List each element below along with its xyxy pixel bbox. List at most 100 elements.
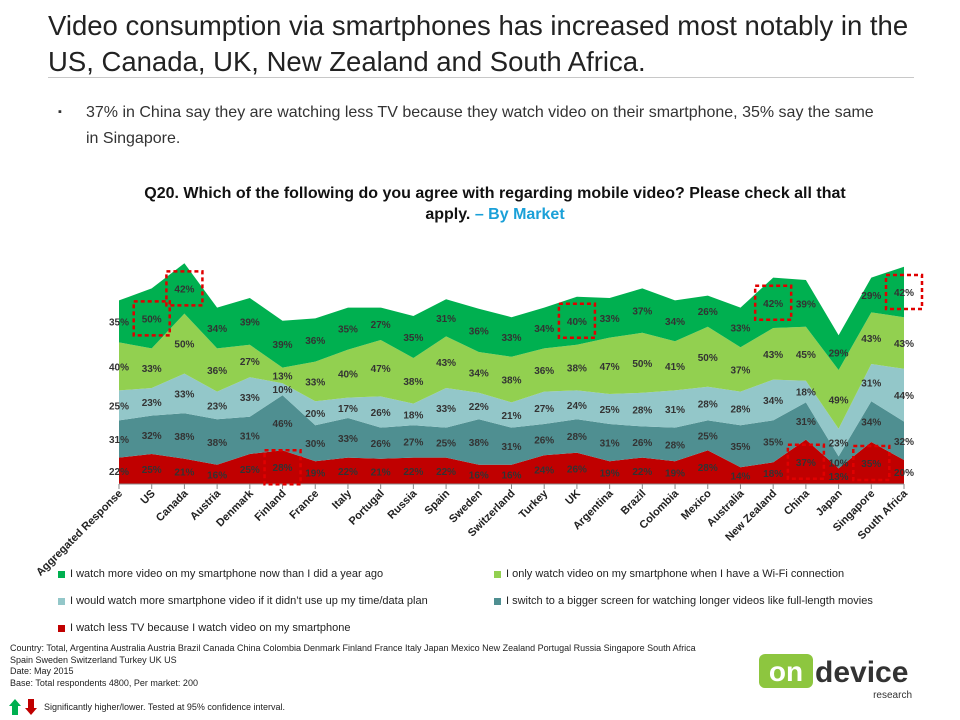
data-label: 22% (403, 467, 423, 478)
data-label: 33% (240, 393, 260, 404)
bullet-text: 37% in China say they are watching less … (86, 104, 874, 147)
svg-text:device: device (815, 656, 908, 689)
legend-item: I switch to a bigger screen for watching… (494, 595, 873, 607)
data-label: 30% (305, 439, 325, 450)
legend-swatch (58, 597, 65, 605)
data-label: 26% (698, 307, 718, 318)
data-label: 40% (338, 370, 358, 381)
data-label: 33% (338, 434, 358, 445)
category-label: Canada (154, 487, 191, 524)
significance-box (557, 302, 597, 340)
data-label: 37% (796, 458, 816, 469)
data-label: 34% (469, 368, 489, 379)
area-series-0 (119, 439, 904, 484)
data-label: 31% (501, 442, 521, 453)
significance-box (852, 444, 891, 482)
title-divider (48, 77, 914, 78)
data-label: 42% (763, 299, 783, 310)
data-label: 33% (305, 377, 325, 388)
data-label: 35% (109, 317, 129, 328)
data-label: 38% (403, 377, 423, 388)
data-label: 22% (109, 467, 129, 478)
data-label: 42% (894, 288, 914, 299)
category-label: China (782, 487, 813, 518)
data-label: 29% (861, 291, 881, 302)
legend-label: I watch more video on my smartphone now … (70, 568, 384, 580)
data-label: 17% (338, 404, 358, 415)
data-label: 18% (403, 410, 423, 421)
data-label: 31% (796, 417, 816, 428)
legend-label: I watch less TV because I watch video on… (70, 622, 351, 634)
footnote-country-2: Spain Sweden Switzerland Turkey UK US (10, 654, 177, 665)
bullet-marker: ▪ (58, 106, 62, 118)
data-label: 47% (371, 364, 391, 375)
legend-swatch (494, 570, 501, 578)
area-series-2 (119, 364, 904, 457)
data-label: 36% (534, 366, 554, 377)
legend-swatch (58, 570, 65, 578)
data-label: 22% (632, 467, 652, 478)
significance-box (753, 284, 793, 322)
data-label: 26% (371, 408, 391, 419)
data-label: 19% (600, 469, 620, 480)
data-label: 18% (796, 388, 816, 399)
data-label: 35% (403, 333, 423, 344)
data-label: 25% (698, 431, 718, 442)
data-label: 13% (273, 371, 293, 382)
data-label: 28% (730, 404, 750, 415)
data-label: 31% (861, 379, 881, 390)
data-label: 34% (861, 418, 881, 429)
data-label: 35% (861, 459, 881, 470)
data-label: 34% (763, 396, 783, 407)
data-label: 43% (894, 339, 914, 350)
category-labels: Aggregated Response USCanadaAustriaDenmar… (34, 487, 911, 579)
data-label: 33% (174, 389, 194, 400)
legend-item: I watch less TV because I watch video on… (58, 622, 350, 634)
category-label: Turkey (517, 487, 551, 521)
legend-item: I watch more video on my smartphone now … (58, 568, 383, 580)
data-label: 22% (436, 467, 456, 478)
significance-box (786, 443, 826, 481)
legend-item: I only watch video on my smartphone when… (494, 568, 844, 580)
data-label: 34% (665, 317, 685, 328)
data-label: 50% (142, 314, 162, 325)
data-label: 27% (371, 320, 391, 331)
data-label: 31% (600, 439, 620, 450)
data-label: 39% (240, 317, 260, 328)
data-label: 33% (436, 404, 456, 415)
data-label: 21% (371, 467, 391, 478)
data-label: 26% (632, 438, 652, 449)
data-label: 10% (273, 385, 293, 396)
data-label: 28% (632, 406, 652, 417)
area-series-1 (119, 395, 904, 469)
data-label: 26% (567, 464, 587, 475)
x-axis (118, 483, 905, 489)
data-label: 33% (142, 364, 162, 375)
data-label: 28% (665, 440, 685, 451)
footnote: Country: Total, Argentina Australia Aust… (10, 643, 800, 689)
data-label: 42% (174, 284, 194, 295)
data-label: 26% (371, 439, 391, 450)
ondevice-research-logo: on device research (759, 654, 912, 701)
data-label: 43% (861, 334, 881, 345)
data-label: 21% (501, 411, 521, 422)
data-label: 35% (730, 442, 750, 453)
data-label: 37% (632, 307, 652, 318)
category-label: Italy (330, 487, 355, 512)
chart-areas (119, 263, 904, 484)
data-label: 37% (730, 365, 750, 376)
data-label: 38% (567, 364, 587, 375)
data-label: 23% (829, 439, 849, 450)
data-label: 33% (501, 333, 521, 344)
data-label: 19% (305, 469, 325, 480)
data-labels: 22% 25% 21% 16% 25% 28% 19% 22% 21% 22% 22% 16% 16% 2… (109, 284, 914, 483)
legend-swatch (58, 624, 65, 632)
legend-swatch (494, 597, 501, 605)
data-label: 40% (567, 317, 587, 328)
legend-label: I would watch more smartphone video if i… (70, 595, 428, 607)
data-label: 40% (109, 362, 129, 373)
significance-box (884, 273, 924, 311)
data-label: 50% (174, 340, 194, 351)
data-label: 49% (829, 395, 849, 406)
data-label: 24% (567, 401, 587, 412)
